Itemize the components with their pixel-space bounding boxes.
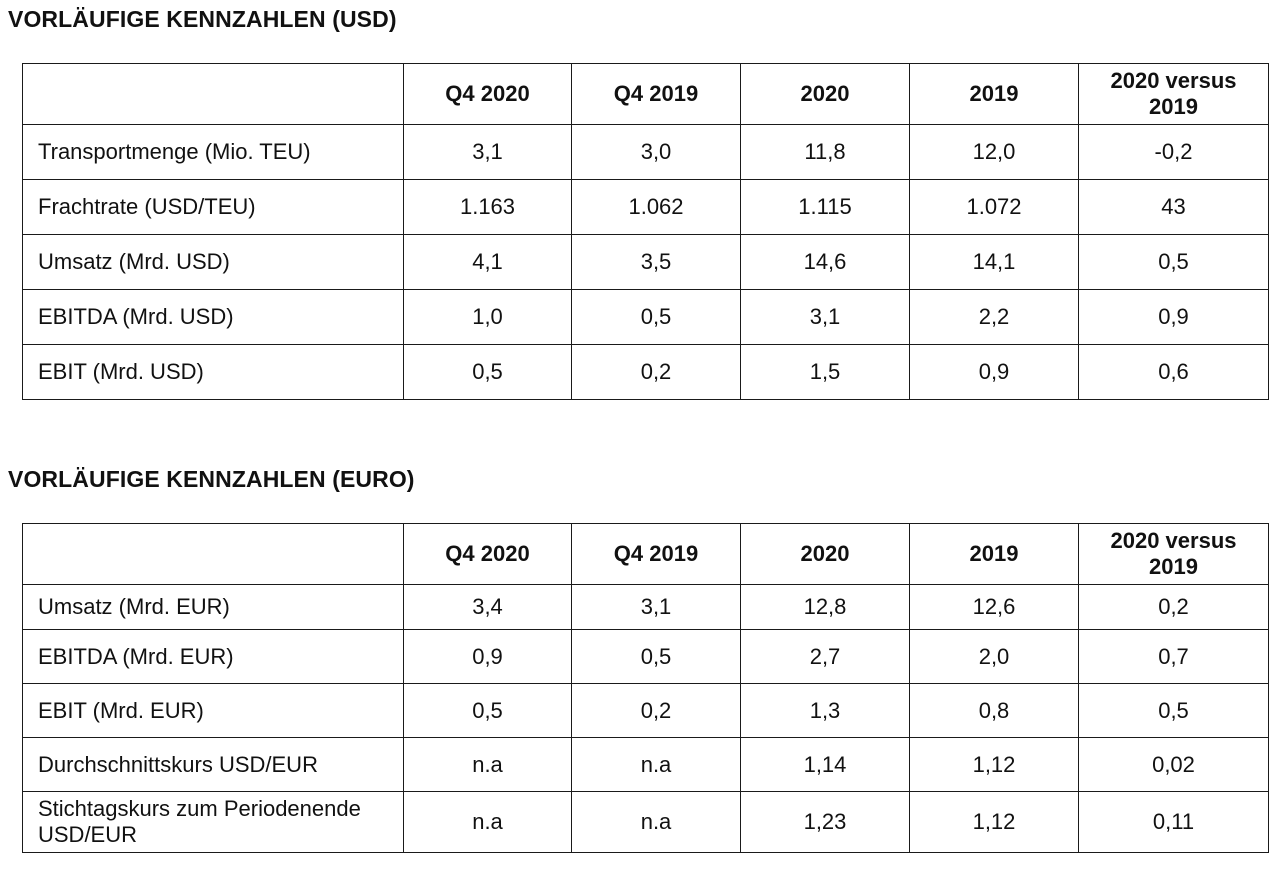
row-label: Durchschnittskurs USD/EUR xyxy=(22,737,404,792)
table-cell: 1,0 xyxy=(403,289,572,345)
table-cell: 2,2 xyxy=(909,289,1079,345)
table-cell: 1,12 xyxy=(909,791,1079,853)
row-label: Umsatz (Mrd. EUR) xyxy=(22,584,404,630)
table-cell: 0,8 xyxy=(909,683,1079,738)
table-row: EBIT (Mrd. USD) 0,5 0,2 1,5 0,9 0,6 xyxy=(22,344,1269,400)
column-header: 2019 xyxy=(909,523,1079,585)
table-cell: 3,1 xyxy=(403,124,572,180)
table-cell: 0,6 xyxy=(1078,344,1269,400)
column-header: 2020 xyxy=(740,523,910,585)
eur-section-title: VORLÄUFIGE KENNZAHLEN (EURO) xyxy=(8,466,415,492)
table-row: EBITDA (Mrd. EUR) 0,9 0,5 2,7 2,0 0,7 xyxy=(22,629,1269,684)
table-cell: 1.062 xyxy=(571,179,741,235)
table-cell: n.a xyxy=(403,791,572,853)
table-cell: 12,6 xyxy=(909,584,1079,630)
table-cell: 3,1 xyxy=(571,584,741,630)
table-cell: 3,4 xyxy=(403,584,572,630)
table-cell: 0,7 xyxy=(1078,629,1269,684)
table-header-row: Q4 2020 Q4 2019 2020 2019 2020 versus 20… xyxy=(22,523,1269,585)
usd-kpi-table: Q4 2020 Q4 2019 2020 2019 2020 versus 20… xyxy=(22,63,1269,400)
table-cell: 1.115 xyxy=(740,179,910,235)
table-cell: n.a xyxy=(571,791,741,853)
table-cell: 12,8 xyxy=(740,584,910,630)
table-cell: 1,3 xyxy=(740,683,910,738)
table-row: EBIT (Mrd. EUR) 0,5 0,2 1,3 0,8 0,5 xyxy=(22,683,1269,738)
table-cell: 3,0 xyxy=(571,124,741,180)
table-cell: 0,5 xyxy=(571,629,741,684)
row-label: EBIT (Mrd. EUR) xyxy=(22,683,404,738)
table-row: Transportmenge (Mio. TEU) 3,1 3,0 11,8 1… xyxy=(22,124,1269,180)
table-cell: 0,5 xyxy=(571,289,741,345)
row-label: EBIT (Mrd. USD) xyxy=(22,344,404,400)
table-cell: 3,1 xyxy=(740,289,910,345)
row-label: Umsatz (Mrd. USD) xyxy=(22,234,404,290)
table-row: Frachtrate (USD/TEU) 1.163 1.062 1.115 1… xyxy=(22,179,1269,235)
column-header: 2020 versus 2019 xyxy=(1078,63,1269,125)
column-header: 2020 xyxy=(740,63,910,125)
table-cell: 0,11 xyxy=(1078,791,1269,853)
table-cell: 0,5 xyxy=(403,344,572,400)
column-header xyxy=(22,523,404,585)
table-cell: 43 xyxy=(1078,179,1269,235)
column-header: 2020 versus 2019 xyxy=(1078,523,1269,585)
column-header: Q4 2019 xyxy=(571,523,741,585)
table-cell: 0,2 xyxy=(571,683,741,738)
row-label: EBITDA (Mrd. USD) xyxy=(22,289,404,345)
table-cell: 11,8 xyxy=(740,124,910,180)
usd-section-title: VORLÄUFIGE KENNZAHLEN (USD) xyxy=(8,6,397,32)
row-label: EBITDA (Mrd. EUR) xyxy=(22,629,404,684)
table-cell: 0,9 xyxy=(403,629,572,684)
table-cell: 2,7 xyxy=(740,629,910,684)
table-cell: 1,12 xyxy=(909,737,1079,792)
table-cell: 0,2 xyxy=(571,344,741,400)
table-row: Umsatz (Mrd. EUR) 3,4 3,1 12,8 12,6 0,2 xyxy=(22,584,1269,630)
row-label: Transportmenge (Mio. TEU) xyxy=(22,124,404,180)
row-label: Frachtrate (USD/TEU) xyxy=(22,179,404,235)
table-header-row: Q4 2020 Q4 2019 2020 2019 2020 versus 20… xyxy=(22,63,1269,125)
table-cell: 2,0 xyxy=(909,629,1079,684)
table-cell: 0,9 xyxy=(1078,289,1269,345)
table-row: Umsatz (Mrd. USD) 4,1 3,5 14,6 14,1 0,5 xyxy=(22,234,1269,290)
table-cell: 3,5 xyxy=(571,234,741,290)
row-label: Stichtagskurs zum Periodenende USD/EUR xyxy=(22,791,404,853)
table-cell: 4,1 xyxy=(403,234,572,290)
column-header: Q4 2020 xyxy=(403,523,572,585)
table-row: EBITDA (Mrd. USD) 1,0 0,5 3,1 2,2 0,9 xyxy=(22,289,1269,345)
table-cell: 0,5 xyxy=(403,683,572,738)
table-row: Stichtagskurs zum Periodenende USD/EUR n… xyxy=(22,791,1269,853)
table-cell: 0,5 xyxy=(1078,234,1269,290)
column-header: Q4 2019 xyxy=(571,63,741,125)
table-row: Durchschnittskurs USD/EUR n.a n.a 1,14 1… xyxy=(22,737,1269,792)
column-header: 2019 xyxy=(909,63,1079,125)
table-cell: 12,0 xyxy=(909,124,1079,180)
table-cell: 14,6 xyxy=(740,234,910,290)
table-cell: 0,2 xyxy=(1078,584,1269,630)
column-header: Q4 2020 xyxy=(403,63,572,125)
table-cell: 1.072 xyxy=(909,179,1079,235)
table-cell: 1.163 xyxy=(403,179,572,235)
table-cell: 0,5 xyxy=(1078,683,1269,738)
table-cell: -0,2 xyxy=(1078,124,1269,180)
table-cell: n.a xyxy=(403,737,572,792)
table-cell: 1,14 xyxy=(740,737,910,792)
table-cell: 14,1 xyxy=(909,234,1079,290)
table-cell: 0,9 xyxy=(909,344,1079,400)
eur-kpi-table: Q4 2020 Q4 2019 2020 2019 2020 versus 20… xyxy=(22,523,1269,853)
column-header xyxy=(22,63,404,125)
table-cell: 0,02 xyxy=(1078,737,1269,792)
table-cell: n.a xyxy=(571,737,741,792)
table-cell: 1,23 xyxy=(740,791,910,853)
table-cell: 1,5 xyxy=(740,344,910,400)
